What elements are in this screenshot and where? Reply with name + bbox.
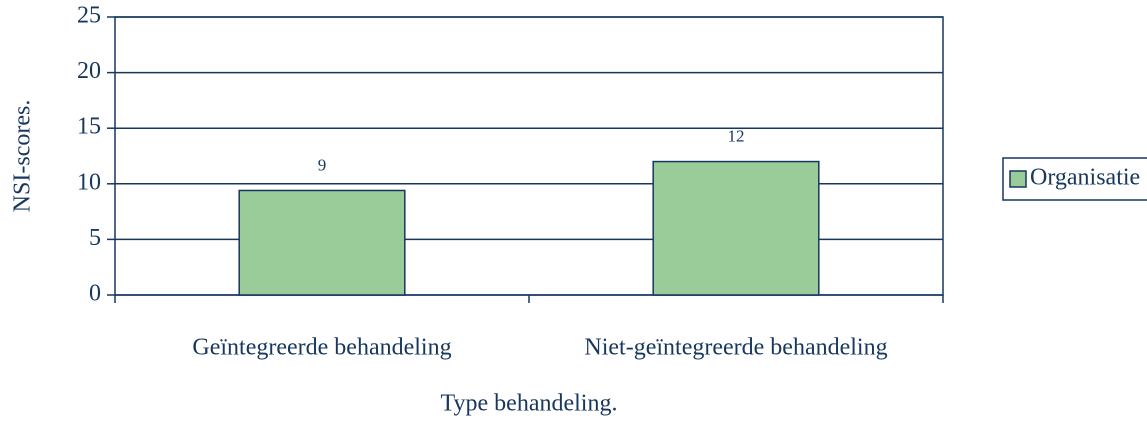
legend-label: Organisatie xyxy=(1030,165,1140,191)
legend-box xyxy=(1002,157,1147,201)
data-label: 9 xyxy=(318,155,327,174)
y-tick-label: 5 xyxy=(89,225,101,251)
y-tick-label: 10 xyxy=(77,169,101,195)
bar xyxy=(238,189,406,296)
legend-swatch xyxy=(1009,170,1027,188)
y-tick-label: 15 xyxy=(77,114,101,140)
x-tick-label: Geïntegreerde behandeling xyxy=(192,335,451,361)
x-tick-label: Niet-geïntegreerde behandeling xyxy=(584,335,887,361)
y-tick-label: 20 xyxy=(77,58,101,84)
data-label: 12 xyxy=(728,126,745,145)
y-tick-label: 0 xyxy=(89,281,101,307)
y-axis-title: NSI-scores. xyxy=(10,100,36,213)
bar xyxy=(652,160,820,296)
x-axis-title: Type behandeling. xyxy=(441,391,618,417)
y-tick-label: 25 xyxy=(77,3,101,29)
